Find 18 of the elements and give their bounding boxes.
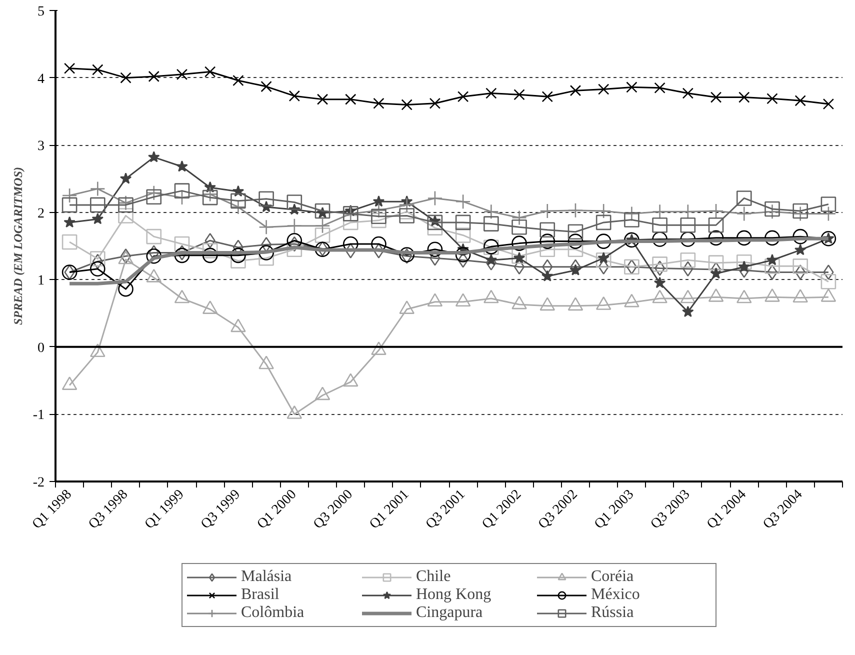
y-tick-label: 2 — [38, 206, 44, 222]
legend-label: Colômbia — [241, 604, 306, 622]
y-tick-label: -2 — [32, 476, 45, 490]
legend-label: Rússia — [591, 604, 635, 622]
legend-label: Malásia — [241, 568, 293, 586]
y-tick-label: 4 — [38, 72, 44, 87]
y-axis-title: SPREAD (EM LOGARITMOS) — [10, 166, 25, 326]
y-tick-label: 0 — [38, 340, 44, 356]
y-tick-label: -1 — [32, 408, 45, 424]
legend-label: Brasil — [241, 586, 280, 604]
legend-label: Chile — [416, 568, 452, 586]
legend-label: Hong Kong — [416, 586, 492, 604]
y-tick-label: 3 — [38, 139, 44, 154]
legend-label: México — [591, 586, 641, 604]
legend-label: Cingapura — [416, 604, 484, 622]
legend-label: Coréia — [591, 568, 635, 586]
y-tick-label: 5 — [38, 4, 44, 20]
y-tick-label: 1 — [38, 274, 44, 289]
